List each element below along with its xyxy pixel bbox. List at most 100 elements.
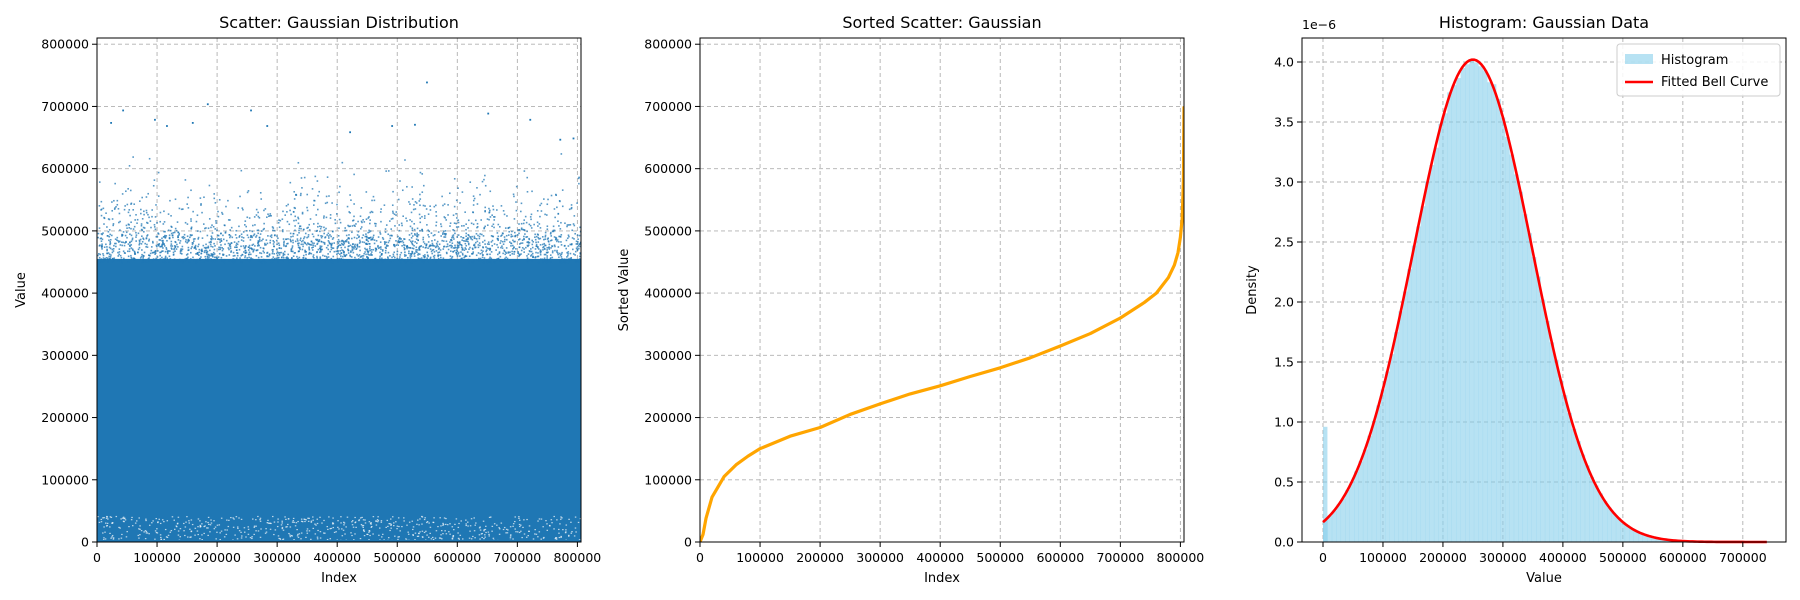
scatter-point — [271, 252, 274, 255]
scatter-point — [531, 190, 533, 193]
scatter-gap — [185, 521, 187, 523]
scatter-point — [319, 248, 322, 251]
scatter-point — [244, 255, 247, 257]
scatter-gap — [452, 535, 455, 537]
scatter-gap — [558, 532, 560, 534]
scatter-point — [384, 258, 387, 261]
scatter-gap — [160, 539, 162, 541]
scatter-point — [151, 252, 154, 254]
scatter-point — [238, 225, 240, 228]
scatter-point — [207, 257, 209, 260]
scatter-gap — [553, 528, 555, 530]
scatter-point — [394, 245, 396, 248]
scatter-point — [244, 247, 247, 249]
scatter-point — [164, 230, 166, 233]
scatter-point — [151, 215, 153, 218]
scatter-gap — [220, 530, 223, 532]
histogram-bar — [1411, 245, 1417, 542]
scatter-point — [136, 222, 138, 224]
scatter-point — [357, 220, 359, 223]
scatter-point — [414, 241, 417, 243]
histogram-bar — [1660, 539, 1666, 542]
scatter-outlier — [206, 103, 209, 106]
scatter-point — [548, 246, 550, 249]
scatter-point — [108, 235, 111, 238]
scatter-gap — [243, 527, 246, 529]
scatter-point — [491, 225, 493, 228]
scatter-gap — [253, 526, 256, 528]
scatter-point — [556, 206, 558, 209]
scatter-point — [121, 235, 123, 237]
scatter-point — [355, 258, 357, 261]
scatter-point — [481, 252, 483, 254]
scatter-point — [560, 234, 563, 236]
scatter-point — [165, 246, 168, 249]
scatter-point — [411, 242, 413, 245]
scatter-point — [308, 229, 311, 231]
scatter-point — [277, 242, 280, 245]
scatter-gap — [288, 532, 290, 535]
scatter-gap — [351, 521, 353, 523]
scatter-point — [411, 235, 414, 237]
scatter-point — [334, 222, 337, 225]
scatter-gap — [496, 524, 498, 526]
scatter-gap — [479, 538, 481, 540]
scatter-gap — [455, 518, 458, 520]
scatter-point — [452, 251, 455, 253]
scatter-gap — [257, 530, 260, 532]
scatter-point — [564, 258, 566, 261]
scatter-point — [476, 203, 479, 205]
scatter-gap — [111, 522, 114, 524]
scatter-point — [277, 261, 279, 264]
scatter-point — [550, 194, 553, 197]
scatter-point — [152, 258, 155, 260]
scatter-point — [442, 257, 445, 260]
scatter-gap — [565, 529, 567, 531]
scatter-point — [493, 216, 496, 218]
scatter-point — [308, 243, 311, 246]
scatter-point — [260, 198, 263, 200]
scatter-gap — [458, 522, 460, 525]
scatter-point — [532, 256, 535, 258]
histogram-bar — [1385, 371, 1390, 542]
scatter-point — [377, 244, 379, 247]
scatter-point — [115, 245, 117, 248]
scatter-point — [381, 261, 384, 263]
y-tick-label: 0.5 — [1274, 475, 1294, 490]
scatter-point — [222, 234, 224, 237]
scatter-point — [201, 248, 203, 251]
scatter-point — [362, 255, 365, 257]
scatter-gap — [268, 522, 271, 524]
scatter-point — [231, 236, 234, 239]
scatter-point — [340, 242, 343, 245]
scatter-point — [565, 247, 567, 250]
scatter-point — [481, 180, 484, 183]
scatter-point — [178, 258, 181, 261]
histogram-bar — [1549, 342, 1555, 542]
scatter-point — [550, 247, 552, 249]
scatter-point — [431, 252, 434, 255]
scatter-point — [432, 259, 434, 262]
scatter-point — [259, 191, 262, 194]
scatter-point — [554, 249, 556, 252]
scatter-gap — [207, 516, 210, 519]
scatter-gap — [179, 536, 181, 538]
scatter-point — [202, 223, 205, 225]
scatter-gap — [412, 534, 414, 536]
scatter-point — [199, 197, 202, 199]
scatter-point — [387, 256, 389, 258]
y-tick-label: 300000 — [41, 348, 89, 363]
scatter-point — [414, 201, 417, 203]
scatter-point — [199, 259, 202, 261]
scatter-point — [354, 256, 356, 259]
scatter-point — [213, 242, 215, 245]
scatter-point — [159, 254, 161, 257]
scatter-point — [534, 256, 537, 259]
scatter-point — [436, 244, 439, 246]
scatter-point — [319, 256, 322, 258]
scatter-point — [257, 211, 259, 214]
scatter-point — [135, 234, 138, 236]
scatter-point — [524, 233, 526, 235]
scatter-point — [117, 239, 119, 242]
scatter-point — [301, 211, 304, 214]
